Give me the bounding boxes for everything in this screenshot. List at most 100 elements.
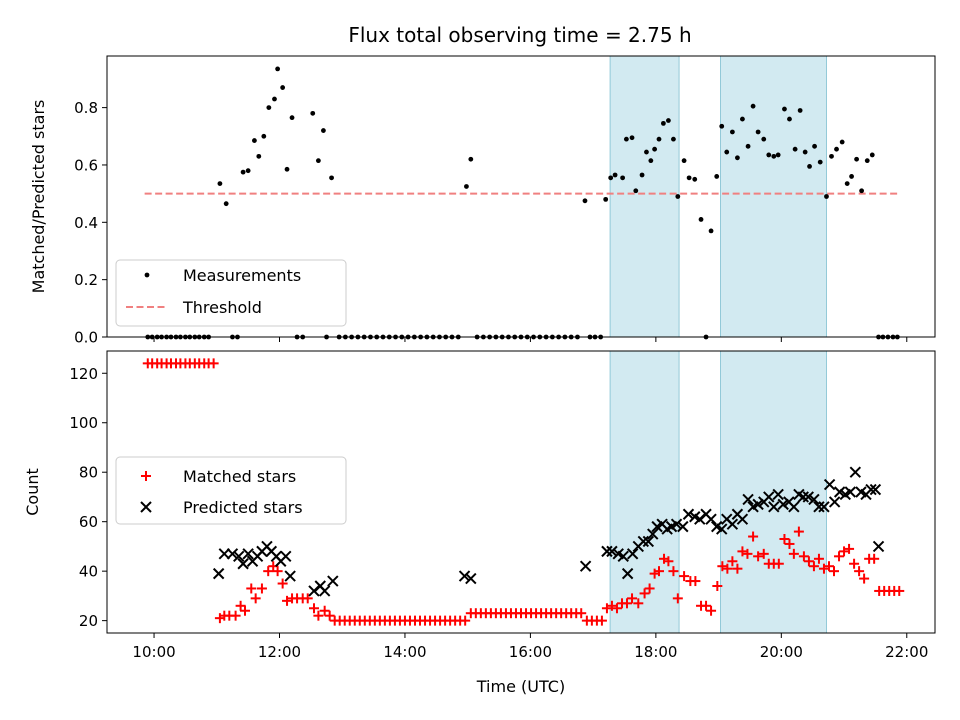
measurement-point <box>217 181 223 186</box>
matched-star-point <box>208 358 219 369</box>
top-y-axis-label: Matched/Predicted stars <box>29 100 48 294</box>
measurement-point <box>839 139 845 145</box>
measurement-point <box>817 159 823 165</box>
x-marker-b <box>606 545 618 558</box>
measurement-point <box>686 175 692 181</box>
matched-star-point <box>894 585 905 596</box>
matched-star-point <box>250 593 261 604</box>
top-y-axis-ticks: 0.0 0.2 0.4 0.6 0.8 <box>74 99 107 347</box>
measurement-point <box>761 136 767 142</box>
predicted-star-point <box>763 491 775 503</box>
measurement-point <box>745 143 751 149</box>
legend-matched-label: Matched stars <box>183 467 296 486</box>
measurement-point <box>671 136 676 142</box>
predicted-star-point <box>233 550 245 563</box>
x-marker-b <box>808 493 820 506</box>
matched-stars-series <box>142 358 905 626</box>
predicted-star-point <box>237 558 249 570</box>
matched-star-point <box>779 534 790 544</box>
measurement-point <box>859 188 865 194</box>
shaded-interval <box>609 55 680 338</box>
top-shaded-intervals <box>609 55 827 338</box>
predicted-star-point <box>768 501 780 513</box>
x-marker-b <box>601 545 613 558</box>
x-marker-b <box>458 570 471 582</box>
x-marker-b <box>823 478 836 491</box>
measurement-point <box>675 194 681 199</box>
matched-star-point <box>627 593 638 604</box>
y-tick-label: 20 <box>79 612 98 630</box>
predicted-star-point <box>280 550 292 563</box>
matched-star-point <box>793 526 804 537</box>
measurement-point <box>280 85 286 90</box>
chart-title: Flux total observing time = 2.75 h <box>348 23 691 47</box>
predicted-star-point <box>218 548 231 560</box>
matched-star-point <box>773 558 784 569</box>
bottom-y-axis-ticks: 20 40 60 80 100 120 <box>69 365 107 630</box>
measurement-point <box>620 175 626 181</box>
measurement-point <box>719 123 725 129</box>
bottom-x-axis-ticks: 10:00 12:00 14:00 16:00 18:00 20:00 22:00 <box>132 633 928 661</box>
measurement-point <box>681 158 687 164</box>
x-marker-b <box>828 496 841 508</box>
matched-star-point <box>654 566 664 577</box>
x-marker-b <box>763 491 775 503</box>
legend-measurements-marker <box>144 272 150 278</box>
legend-box <box>115 456 347 525</box>
matched-star-point <box>256 583 267 594</box>
measurement-point <box>321 128 326 133</box>
x-marker-b <box>465 572 477 585</box>
y-tick-label: 60 <box>79 513 98 531</box>
measurement-point <box>714 174 720 179</box>
x-marker-b <box>742 493 754 506</box>
predicted-star-point <box>844 486 857 498</box>
legend-predicted-label: Predicted stars <box>183 498 303 517</box>
top-legend: Measurements Threshold <box>115 259 347 327</box>
measurement-point <box>644 149 649 155</box>
matched-star-point <box>727 556 738 567</box>
x-tick-label: 20:00 <box>760 643 803 661</box>
x-marker-b <box>865 483 877 496</box>
measurement-point <box>582 198 588 204</box>
predicted-star-point <box>808 493 820 506</box>
measurement-point <box>272 96 277 102</box>
x-marker-b <box>705 513 717 525</box>
matched-star-point <box>722 563 733 574</box>
x-marker-b <box>772 488 784 501</box>
matched-star-point <box>679 571 690 582</box>
predicted-star-point <box>212 567 225 580</box>
measurement-point <box>698 217 704 222</box>
matched-star-point <box>803 556 814 567</box>
predicted-star-point <box>869 483 882 496</box>
matched-star-point <box>839 546 850 557</box>
measurement-point <box>792 146 798 152</box>
x-marker-b <box>802 491 814 503</box>
predicted-star-point <box>823 478 836 491</box>
measurement-point <box>844 181 850 186</box>
x-marker-b <box>844 486 857 498</box>
measurement-point <box>284 166 290 172</box>
matched-star-point <box>246 583 257 594</box>
measurement-point <box>289 115 295 121</box>
bottom-legend: Matched stars Predicted stars <box>115 456 347 525</box>
predicted-star-point <box>872 540 885 553</box>
measurement-point <box>660 120 666 126</box>
measurement-point <box>652 146 658 152</box>
measurement-point <box>766 152 772 158</box>
predicted-star-point <box>797 491 809 503</box>
x-marker-b <box>233 550 245 563</box>
measurement-point <box>750 103 756 109</box>
x-marker-b <box>617 550 629 563</box>
predicted-star-point <box>865 483 877 496</box>
matched-star-point <box>639 588 650 599</box>
measurement-point <box>869 152 875 158</box>
measurement-point <box>315 158 321 164</box>
x-marker-b <box>813 501 825 513</box>
predicted-star-point <box>284 570 296 582</box>
matched-star-point <box>737 546 748 557</box>
predicted-star-point <box>621 567 634 580</box>
x-marker-b <box>818 501 830 513</box>
y-tick-label: 0.8 <box>74 99 98 117</box>
bottom-y-axis-label: Count <box>23 468 42 516</box>
x-axis-label: Time (UTC) <box>476 677 565 696</box>
